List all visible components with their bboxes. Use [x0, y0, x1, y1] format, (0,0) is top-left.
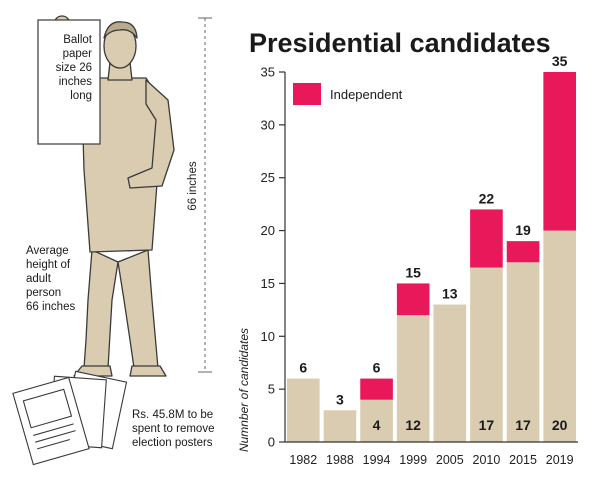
- y-tick-label: 30: [261, 117, 275, 132]
- total-label-2005: 13: [442, 286, 458, 302]
- y-tick-label: 35: [261, 65, 275, 80]
- y-tick-label: 15: [261, 276, 275, 291]
- posters-note-line: spent to remove: [132, 423, 214, 435]
- y-tick-label: 5: [268, 382, 275, 397]
- bar-base-2005: [434, 305, 467, 442]
- x-tick-label: 1982: [289, 453, 317, 467]
- chart-title: Presidential candidates: [249, 28, 551, 58]
- height-note-line: person: [26, 287, 61, 299]
- height-note: Average height of adult person 66 inches: [26, 245, 75, 313]
- bar-independent-2019: [543, 72, 576, 231]
- height-note-line: Average: [26, 245, 69, 257]
- y-axis: 0 5 10 15 20 25 30 35: [261, 65, 285, 450]
- x-tick-label: 2005: [436, 453, 464, 467]
- x-tick-label: 2019: [546, 453, 574, 467]
- legend-swatch-independent: [293, 83, 321, 105]
- bar-base-2015: [507, 262, 540, 442]
- x-tick-label: 1988: [326, 453, 354, 467]
- total-label-2019: 35: [552, 53, 568, 69]
- base-label-2015: 17: [515, 417, 531, 433]
- bar-base-1982: [287, 379, 320, 442]
- bar-independent-2015: [507, 241, 540, 262]
- bar-independent-2010: [470, 209, 503, 267]
- height-note-line: adult: [26, 273, 52, 285]
- posters-note-line: Rs. 45.8M to be: [132, 409, 213, 421]
- total-label-1988: 3: [336, 391, 344, 407]
- base-label-2019: 20: [552, 417, 568, 433]
- bar-independent-1999: [397, 283, 430, 315]
- y-tick-label: 25: [261, 170, 275, 185]
- base-label-1994: 4: [373, 417, 381, 433]
- y-axis-label: Numnber of candidates: [237, 328, 251, 452]
- y-tick-label: 0: [268, 435, 275, 450]
- posters-illustration: [13, 371, 127, 464]
- total-label-1982: 6: [299, 360, 307, 376]
- legend: Independent: [293, 83, 403, 105]
- y-tick-label: 10: [261, 329, 275, 344]
- base-label-1999: 12: [405, 417, 421, 433]
- bar-base-1988: [324, 410, 357, 442]
- base-label-2010: 17: [479, 417, 495, 433]
- ballot-note-line: long: [70, 90, 92, 102]
- height-note-line: 66 inches: [26, 301, 75, 313]
- height-note-line: height of: [26, 259, 71, 271]
- bar-independent-1994: [360, 379, 393, 400]
- ballot-note-line: paper: [63, 48, 93, 60]
- ballot-note-line: size 26: [56, 62, 92, 74]
- bars: 6 3 6 4 15 12 13 22 17 19 17 35 20: [287, 53, 576, 442]
- total-label-1994: 6: [373, 360, 381, 376]
- posters-note: Rs. 45.8M to be spent to remove election…: [132, 409, 214, 449]
- legend-label-independent: Independent: [330, 87, 403, 102]
- x-tick-label: 2010: [473, 453, 501, 467]
- bar-chart: 0 5 10 15 20 25 30 35 6 3 6 4 15 12 13 22 17 19 17 35 20 19…: [261, 53, 578, 467]
- height-scale-label: 66 inches: [187, 161, 199, 210]
- x-tick-label: 1999: [399, 453, 427, 467]
- bar-base-2019: [543, 231, 576, 442]
- y-tick-label: 20: [261, 223, 275, 238]
- bar-base-2010: [470, 268, 503, 442]
- total-label-2015: 19: [515, 222, 531, 238]
- posters-note-line: election posters: [132, 437, 213, 449]
- total-label-1999: 15: [405, 264, 421, 280]
- x-axis: 1982 1988 1994 1999 2005 2010 2015 2019: [285, 442, 578, 467]
- ballot-note-line: inches: [59, 76, 92, 88]
- x-tick-label: 1994: [363, 453, 391, 467]
- x-tick-label: 2015: [509, 453, 537, 467]
- ballot-note-line: Ballot: [63, 34, 93, 46]
- height-scale: [198, 18, 212, 372]
- total-label-2010: 22: [479, 190, 495, 206]
